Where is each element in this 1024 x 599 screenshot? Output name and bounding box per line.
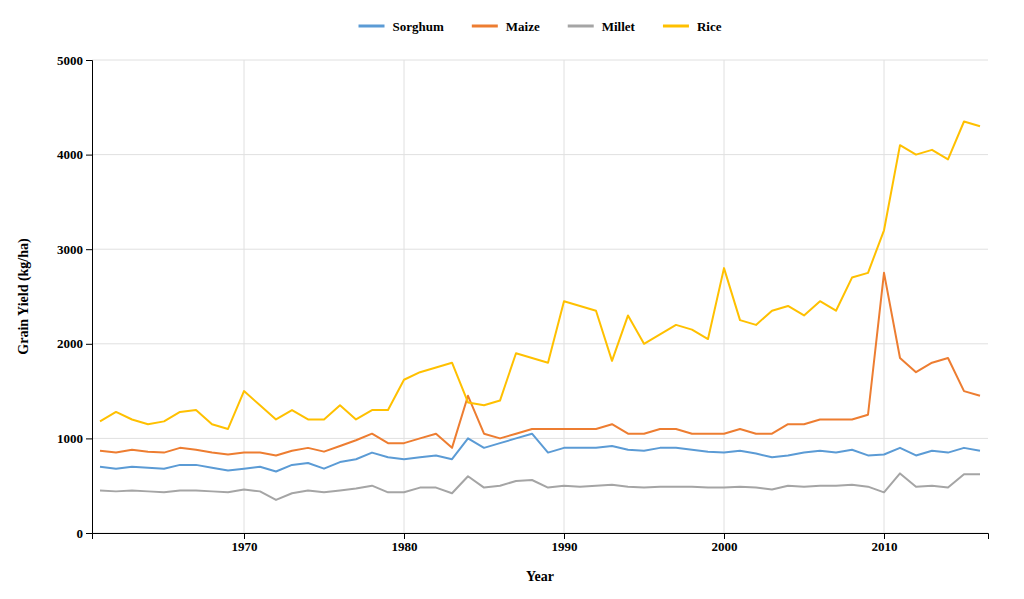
tick: 2000 (57, 336, 92, 351)
tick-label: 1980 (392, 539, 418, 554)
tick-mark (884, 533, 885, 539)
lines (100, 121, 980, 499)
tick: 1990 (552, 533, 578, 554)
series-line (100, 434, 980, 472)
legend-label: Millet (602, 19, 636, 34)
legend: Sorghum Maize Millet Rice (359, 19, 722, 34)
legend-swatch (663, 25, 689, 28)
legend-swatch (359, 25, 385, 28)
chart: 1970 1980 1990 2000 2010 0 1000 2000 3000 4000 500… (0, 0, 1024, 599)
tick: 0 (77, 526, 93, 541)
legend-swatch (472, 25, 498, 28)
tick-mark (86, 533, 92, 534)
series-line (100, 273, 980, 456)
x-axis-title: Year (526, 569, 554, 584)
legend-item: Maize (472, 19, 540, 34)
tick-label: 1970 (232, 539, 258, 554)
axis-line (86, 61, 93, 534)
tick-mark (86, 60, 92, 61)
tick-mark (86, 155, 92, 156)
legend-label: Maize (506, 19, 540, 34)
grid-line-y (92, 60, 988, 61)
grid-line-y (92, 343, 988, 344)
tick: 1970 (232, 533, 258, 554)
tick-label: 2000 (712, 539, 738, 554)
tick-mark (86, 344, 92, 345)
legend-label: Rice (697, 19, 722, 34)
tick: 4000 (57, 147, 92, 162)
tick-label: 1990 (552, 539, 578, 554)
tick-mark (724, 533, 725, 539)
y-axis: 0 1000 2000 3000 4000 5000 (57, 53, 93, 541)
grid-line-x (564, 60, 565, 533)
legend-swatch (568, 25, 594, 28)
legend-item: Millet (568, 19, 636, 34)
grid-line-x (724, 60, 725, 533)
tick-mark (564, 533, 565, 539)
legend-label: Sorghum (393, 19, 444, 34)
tick-mark (86, 438, 92, 439)
tick-mark (404, 533, 405, 539)
series-line (100, 121, 980, 428)
grid-line-y (92, 154, 988, 155)
tick: 1000 (57, 431, 92, 446)
tick-label: 2000 (57, 336, 83, 351)
x-axis: 1970 1980 1990 2000 2010 (93, 533, 989, 554)
tick-mark (244, 533, 245, 539)
axis-line (93, 534, 989, 540)
tick-label: 2010 (872, 539, 898, 554)
plot-area: 1970 1980 1990 2000 2010 0 1000 2000 3000 4000 500… (16, 53, 989, 584)
tick-label: 4000 (57, 147, 83, 162)
grid-line-y (92, 438, 988, 439)
y-axis-title: Grain Yield (kg/ha) (16, 238, 32, 355)
tick-label: 5000 (57, 53, 83, 68)
tick: 1980 (392, 533, 418, 554)
tick: 2010 (872, 533, 898, 554)
tick: 5000 (57, 53, 92, 68)
grid-line-x (244, 60, 245, 533)
tick-label: 3000 (57, 242, 83, 257)
grid-line-x (884, 60, 885, 533)
grid-line-y (92, 249, 988, 250)
tick-mark (86, 249, 92, 250)
legend-item: Rice (663, 19, 722, 34)
legend-item: Sorghum (359, 19, 444, 34)
tick-label: 0 (77, 526, 84, 541)
tick: 2000 (712, 533, 738, 554)
grid (92, 60, 988, 533)
grid-line-x (404, 60, 405, 533)
tick: 3000 (57, 242, 92, 257)
tick-label: 1000 (57, 431, 83, 446)
series-line (100, 473, 980, 499)
